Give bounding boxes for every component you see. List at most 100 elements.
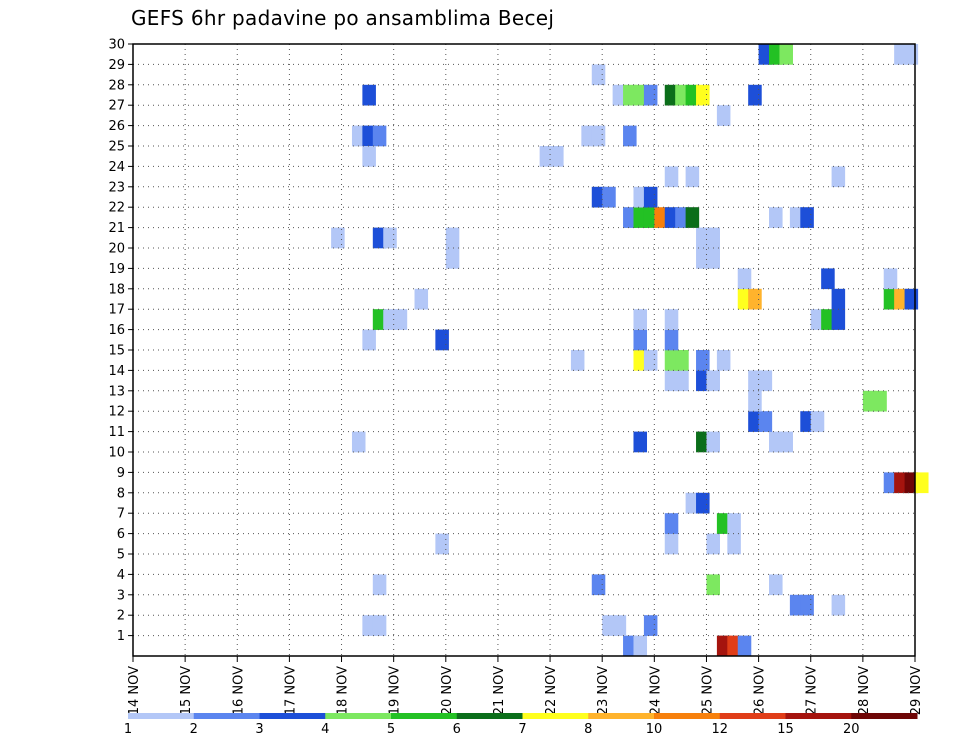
heatmap-cell (623, 84, 637, 106)
heatmap-cell (748, 84, 762, 106)
heatmap-cell (883, 268, 898, 290)
heatmap-cell (831, 309, 846, 330)
heatmap-cell (623, 207, 637, 228)
heatmap-cell (633, 635, 648, 657)
colorbar-label: 10 (646, 722, 663, 737)
colorbar-swatch (456, 713, 523, 719)
heatmap-cell (696, 431, 710, 453)
colorbar-label: 7 (518, 722, 526, 737)
heatmap-cell (612, 615, 627, 636)
x-tick-label: 24 NOV (648, 666, 663, 715)
heatmap-cell (779, 431, 793, 453)
heatmap-cell (445, 227, 460, 249)
y-tick-label: 26 (108, 119, 125, 134)
y-tick-label: 5 (117, 548, 125, 563)
heatmap-cell (748, 288, 762, 310)
y-tick-label: 21 (108, 221, 125, 236)
heatmap-cell (789, 207, 804, 228)
heatmap-cell (810, 411, 825, 432)
colorbar-swatch (654, 713, 721, 719)
heatmap-cell (758, 370, 773, 392)
x-tick-label: 14 NOV (127, 666, 142, 715)
heatmap-cell (800, 411, 814, 432)
heatmap-cell (696, 350, 710, 371)
heatmap-cell (362, 84, 376, 106)
colorbar-label: 20 (843, 722, 860, 737)
heatmap-cell (748, 370, 762, 392)
heatmap-cell (393, 309, 408, 330)
heatmap-cell (675, 207, 689, 228)
y-tick-label: 9 (117, 466, 125, 481)
heatmap-cell (789, 594, 804, 616)
heatmap-cell (831, 166, 846, 188)
heatmap-cell (633, 329, 648, 351)
grid-lines (133, 44, 915, 656)
heatmap-cell (779, 44, 793, 65)
heatmap-cell (435, 329, 449, 351)
heatmap-cell (633, 186, 648, 208)
colorbar-label: 12 (711, 722, 728, 737)
heatmap-cell (372, 574, 387, 596)
heatmap-cell (737, 635, 752, 657)
y-tick-label: 12 (108, 405, 125, 420)
heatmap-cell (664, 513, 679, 534)
y-tick-label: 18 (108, 282, 125, 297)
heatmap-cell (602, 615, 616, 636)
y-tick-label: 20 (108, 242, 125, 257)
heatmap-cell (633, 309, 648, 330)
heatmap-cell (362, 146, 376, 167)
colorbar-swatch (325, 713, 392, 719)
heatmap-cell (664, 350, 679, 371)
heatmap-cell (362, 615, 376, 636)
heatmap-cell (664, 166, 679, 188)
heatmap-cell (696, 492, 710, 514)
y-tick-label: 16 (108, 323, 125, 338)
heatmap-cell (414, 288, 429, 310)
y-tick-label: 14 (108, 364, 125, 379)
colorbar-label: 3 (255, 722, 263, 737)
heatmap-cell (675, 370, 689, 392)
heatmap-cell (810, 309, 825, 330)
heatmap-cell (643, 84, 658, 106)
x-tick-label: 25 NOV (700, 666, 715, 715)
heatmap-cell (821, 268, 835, 290)
colorbar-label: 2 (190, 722, 198, 737)
heatmap-cell (362, 329, 376, 351)
x-tick-label: 26 NOV (753, 666, 768, 715)
heatmap-cell (664, 309, 679, 330)
heatmap-cell (643, 186, 658, 208)
heatmap-cell (769, 44, 783, 65)
heatmap-cell (696, 370, 710, 392)
heatmap-cell (904, 288, 919, 310)
heatmap-cell (894, 472, 908, 494)
heatmap-cell (706, 370, 720, 392)
x-tick-label: 28 NOV (857, 666, 872, 715)
heatmap-cell (664, 84, 679, 106)
heatmap-cell (737, 288, 752, 310)
y-tick-label: 24 (108, 160, 125, 175)
y-tick-label: 4 (117, 568, 125, 583)
colorbar-swatch (391, 713, 458, 719)
heatmap-cell (873, 390, 887, 412)
heatmap-cell (362, 125, 376, 147)
heatmap-cell (351, 431, 366, 453)
heatmap-cell (727, 635, 741, 657)
heatmap-cell (685, 84, 700, 106)
heatmap-cell (769, 431, 783, 453)
heatmap-cell (696, 248, 710, 269)
x-tick-label: 29 NOV (909, 666, 924, 715)
y-tick-label: 17 (108, 303, 125, 318)
heatmap-cell (727, 513, 741, 534)
heatmap-cell (591, 574, 606, 596)
colorbar-label: 8 (584, 722, 592, 737)
y-tick-label: 19 (108, 262, 125, 277)
heatmap-cell (664, 329, 679, 351)
heatmap-cell (372, 309, 387, 330)
y-tick-label: 30 (108, 38, 125, 53)
heatmap-cell (445, 248, 460, 269)
heatmap-cell (915, 472, 929, 494)
heatmap-cell (685, 166, 700, 188)
colorbar-swatch (719, 713, 786, 719)
heatmap-cell (539, 146, 554, 167)
